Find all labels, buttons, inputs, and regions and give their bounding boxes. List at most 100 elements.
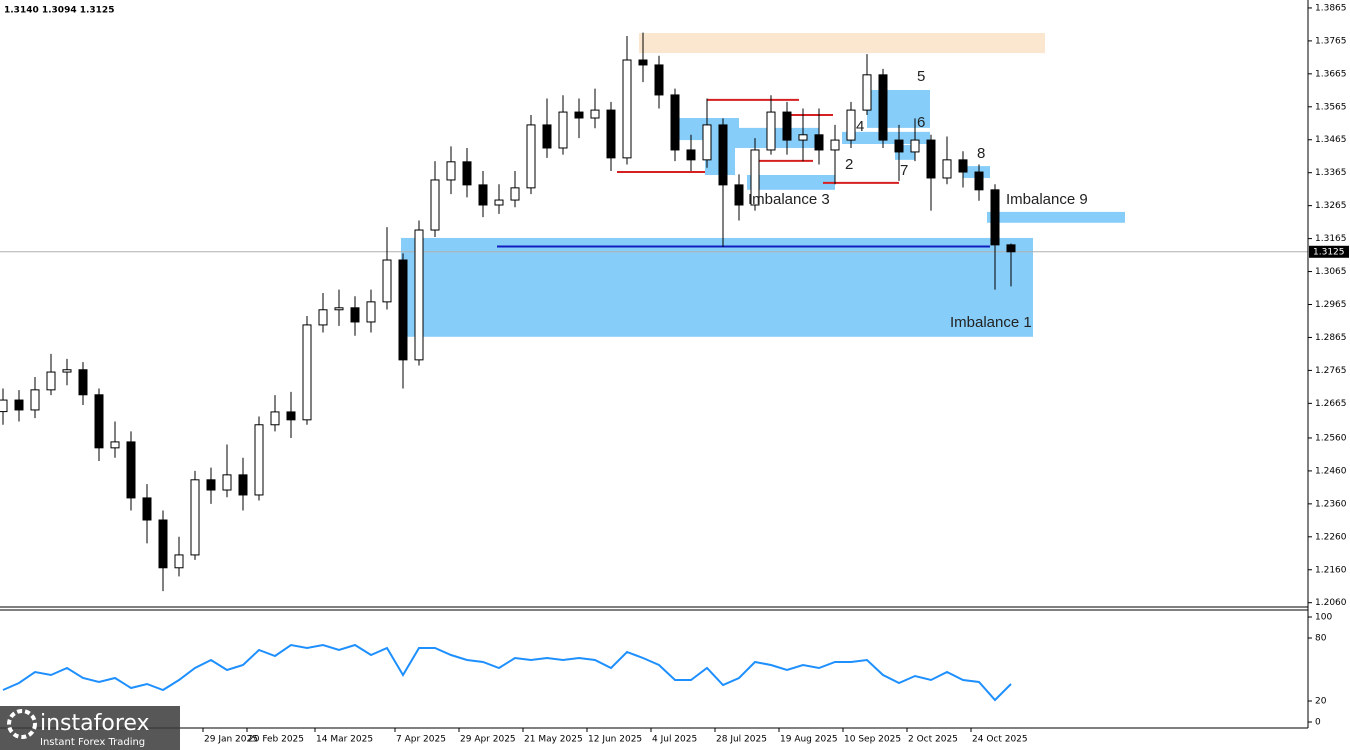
candle-body: [190, 479, 200, 556]
zone-label: 8: [977, 145, 985, 162]
y-tick-label: 1.2260: [1315, 532, 1347, 542]
watermark-icon: [7, 709, 37, 739]
candle-body: [142, 497, 152, 521]
candle-body: [366, 301, 376, 323]
zone-label: 2: [845, 156, 853, 173]
zone-label: Imbalance 3: [748, 191, 830, 208]
candle-body: [702, 124, 712, 161]
y-tick-label: 1.3565: [1315, 102, 1347, 112]
candle-body: [446, 161, 456, 181]
y-tick-label: 1.3165: [1315, 234, 1347, 244]
candle-body: [158, 519, 168, 569]
candle-body: [478, 184, 488, 206]
candle-body: [734, 184, 744, 206]
candle-body: [974, 171, 984, 191]
candle-body: [62, 369, 72, 373]
candle-body: [814, 134, 824, 151]
y-tick-label: 1.3065: [1315, 267, 1347, 277]
candle-body: [222, 474, 232, 491]
candle-body: [206, 479, 216, 491]
candle-body: [110, 441, 120, 449]
candle-body: [830, 139, 840, 151]
candle-body: [558, 111, 568, 149]
x-tick-label: 10 Sep 2025: [844, 735, 901, 745]
candle-body: [494, 199, 504, 206]
x-tick-label: 20 Feb 2025: [248, 735, 304, 745]
candle-body: [286, 411, 296, 421]
candle-body: [958, 159, 968, 173]
candle-body: [382, 259, 392, 303]
y-tick-label: 1.2865: [1315, 333, 1347, 343]
candle-body: [798, 134, 808, 141]
candle-body: [542, 124, 552, 149]
candle-body: [910, 139, 920, 153]
candle-body: [510, 187, 520, 201]
candle-body: [782, 111, 792, 141]
candle-body: [254, 424, 264, 496]
candle-body: [350, 307, 360, 323]
y-tick-label: 1.2060: [1315, 598, 1347, 608]
x-tick-label: 14 Mar 2025: [316, 735, 373, 745]
x-tick-label: 21 May 2025: [524, 735, 583, 745]
ohlc-header: 1.3140 1.3094 1.3125: [4, 6, 114, 16]
candle-body: [574, 111, 584, 119]
candle-body: [638, 59, 648, 66]
y-tick-label: 1.3665: [1315, 69, 1347, 79]
watermark-box: [0, 706, 180, 750]
candle-body: [942, 159, 952, 179]
candle-body: [606, 109, 616, 159]
zone-label: Imbalance 9: [1006, 191, 1088, 208]
indicator-line: [2, 643, 1012, 702]
candle-body: [302, 324, 312, 421]
candle-body: [174, 554, 184, 569]
y-tick-label: 20: [1315, 697, 1327, 707]
zone: [747, 175, 835, 190]
zone-label: 6: [917, 114, 925, 131]
zone: [639, 32, 1045, 54]
y-tick-label: 1.3465: [1315, 135, 1347, 145]
candle-body: [846, 109, 856, 141]
candle-body: [318, 309, 328, 326]
watermark-tagline: Instant Forex Trading: [40, 737, 145, 748]
candle-body: [238, 474, 248, 496]
x-tick-label: 4 Jul 2025: [652, 735, 697, 745]
y-tick-label: 0: [1315, 718, 1321, 728]
x-tick-label: 12 Jun 2025: [588, 735, 642, 745]
candle-body: [894, 139, 904, 153]
y-tick-label: 80: [1315, 634, 1327, 644]
y-tick-label: 1.2765: [1315, 366, 1347, 376]
zone-label: 5: [917, 68, 925, 85]
x-tick-label: 29 Jan 2025: [204, 735, 258, 745]
candle-body: [126, 441, 136, 499]
y-tick-label: 1.2360: [1315, 499, 1347, 509]
price-tag: [1309, 245, 1349, 258]
price-tag-label: 1.3125: [1313, 247, 1345, 257]
candle-body: [686, 149, 696, 161]
x-tick-label: 28 Jul 2025: [716, 735, 767, 745]
candle-body: [926, 139, 936, 179]
zone-label: 4: [856, 118, 864, 135]
candle-body: [718, 124, 728, 186]
y-tick-label: 1.3865: [1315, 3, 1347, 13]
candle-body: [526, 124, 536, 189]
y-tick-label: 1.3265: [1315, 201, 1347, 211]
y-tick-label: 1.3765: [1315, 36, 1347, 46]
candle-body: [46, 371, 56, 391]
candle-body: [654, 64, 664, 96]
candle-body: [94, 394, 104, 449]
candle-body: [990, 189, 1000, 246]
zone: [867, 89, 930, 128]
x-tick-label: 24 Oct 2025: [972, 735, 1028, 745]
candle-body: [0, 399, 8, 413]
candle-body: [334, 307, 344, 311]
y-tick-label: 1.3365: [1315, 168, 1347, 178]
y-tick-label: 1.2460: [1315, 466, 1347, 476]
candle-body: [462, 161, 472, 186]
x-tick-label: 29 Apr 2025: [460, 735, 516, 745]
zone: [401, 237, 1033, 337]
candle-body: [670, 94, 680, 151]
candle-body: [750, 149, 760, 206]
zone-label: Imbalance 1: [950, 314, 1032, 331]
watermark-brand: instaforex: [40, 711, 150, 736]
